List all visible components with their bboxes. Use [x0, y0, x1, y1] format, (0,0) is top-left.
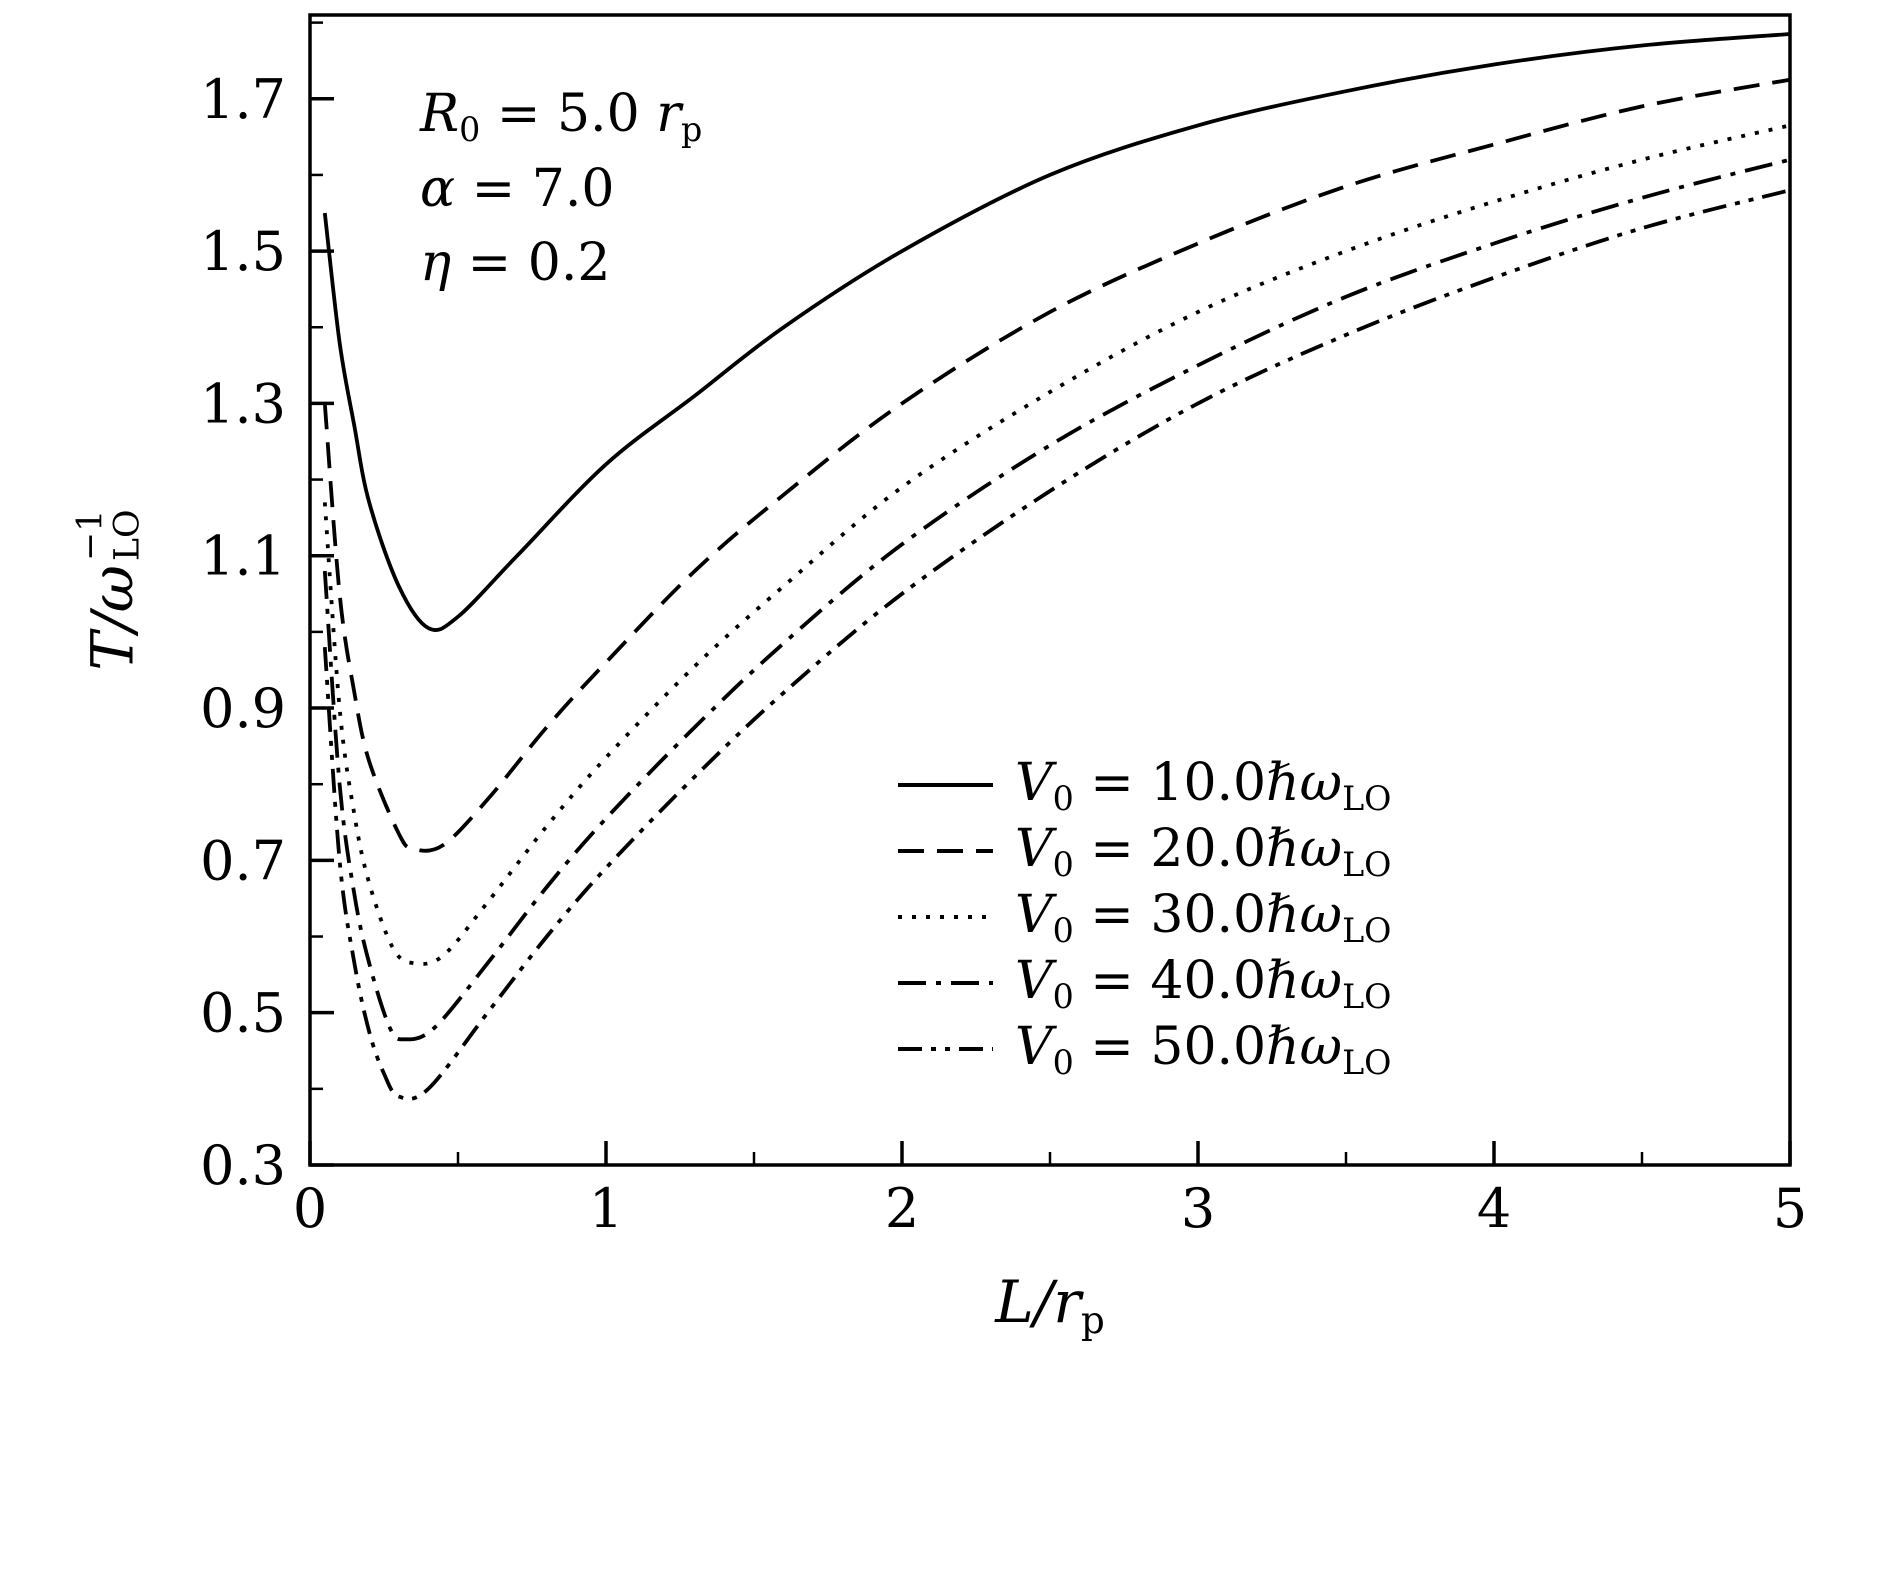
legend-label: V0 = 20.0ℏωLO: [1015, 819, 1391, 884]
text-part: V: [1015, 884, 1053, 945]
y-axis-label-scripts: −1 LO: [70, 509, 148, 562]
text-part: LO: [1342, 844, 1392, 884]
y-tick-label: 1.5: [200, 220, 286, 283]
text-part: = 10.0: [1073, 752, 1267, 813]
text-part: α: [420, 159, 456, 220]
text-part: = 50.0: [1073, 1016, 1267, 1077]
x-axis-label: L/rp: [995, 1268, 1105, 1342]
series-v30: [322, 123, 1791, 966]
legend-item-v50: V0 = 50.0ℏωLO: [898, 1016, 1391, 1082]
y-axis-label-sup: −1: [70, 509, 111, 562]
y-tick-label: 1.3: [200, 372, 286, 435]
text-part: LO: [1342, 1042, 1392, 1082]
y-tick-label: 0.7: [200, 829, 286, 892]
text-part: 0: [1052, 976, 1074, 1016]
text-part: = 5.0: [480, 84, 657, 144]
legend-line-sample: [898, 981, 993, 985]
legend-item-v30: V0 = 30.0ℏωLO: [898, 884, 1391, 950]
series-v50: [322, 188, 1791, 1101]
y-axis-label-main: T/ω: [78, 565, 146, 671]
text-part: η: [420, 233, 452, 294]
annotation-line: η = 0.2: [420, 227, 702, 301]
x-tick-label: 0: [293, 1177, 327, 1240]
text-part: LO: [1342, 976, 1392, 1016]
text-part: 0: [459, 109, 481, 149]
x-tick-label: 4: [1477, 1177, 1511, 1240]
text-part: = 7.0: [455, 159, 615, 220]
text-part: 0: [1052, 1042, 1074, 1082]
y-tick-label: 1.1: [200, 525, 286, 588]
text-part: = 30.0: [1073, 884, 1267, 945]
text-part: ℏω: [1266, 818, 1343, 879]
legend-item-v20: V0 = 20.0ℏωLO: [898, 818, 1391, 884]
text-part: ℏω: [1266, 950, 1343, 1011]
legend-line-sample: [898, 783, 993, 787]
text-part: V: [1015, 752, 1053, 813]
legend-label: V0 = 40.0ℏωLO: [1015, 951, 1391, 1016]
text-part: V: [1015, 818, 1053, 879]
legend-label: V0 = 30.0ℏωLO: [1015, 885, 1391, 950]
text-part: = 40.0: [1073, 950, 1267, 1011]
y-axis-label-sub: LO: [107, 509, 148, 562]
x-tick-label: 3: [1181, 1177, 1215, 1240]
text-part: LO: [1342, 910, 1392, 950]
annotation-line: R0 = 5.0 rp: [420, 78, 702, 153]
text-part: p: [681, 109, 703, 149]
legend-line-sample: [898, 849, 993, 853]
text-part: LO: [1342, 778, 1392, 818]
x-axis-label-main: L/r: [995, 1268, 1082, 1336]
text-part: ℏω: [1266, 884, 1343, 945]
legend-line-sample: [898, 1047, 993, 1051]
legend: V0 = 10.0ℏωLO V0 = 20.0ℏωLO V0 = 30.0ℏωLO V…: [898, 752, 1391, 1082]
x-axis-label-sub: p: [1081, 1299, 1105, 1343]
text-part: R: [420, 84, 460, 144]
x-tick-label: 1: [589, 1177, 623, 1240]
y-axis-label: T/ω −1 LO: [70, 509, 148, 671]
text-part: r: [656, 84, 682, 144]
text-part: = 20.0: [1073, 818, 1267, 879]
x-tick-label: 5: [1773, 1177, 1807, 1240]
legend-item-v40: V0 = 40.0ℏωLO: [898, 950, 1391, 1016]
legend-line-sample: [898, 915, 993, 919]
legend-label: V0 = 10.0ℏωLO: [1015, 753, 1391, 818]
series-v10: [322, 32, 1791, 633]
y-tick-label: 0.5: [200, 982, 286, 1045]
y-tick-label: 1.7: [200, 68, 286, 131]
text-part: V: [1015, 950, 1053, 1011]
y-tick-label: 0.9: [200, 677, 286, 740]
text-part: ℏω: [1266, 752, 1343, 813]
text-part: V: [1015, 1016, 1053, 1077]
text-part: 0: [1052, 778, 1074, 818]
annotation-line: α = 7.0: [420, 153, 702, 227]
text-part: = 0.2: [451, 233, 611, 294]
series-v40: [322, 157, 1791, 1042]
y-tick-label: 0.3: [200, 1134, 286, 1197]
legend-label: V0 = 50.0ℏωLO: [1015, 1017, 1391, 1082]
x-tick-label: 2: [885, 1177, 919, 1240]
text-part: 0: [1052, 844, 1074, 884]
parameter-annotations: R0 = 5.0 rp α = 7.0 η = 0.2: [420, 78, 702, 301]
text-part: 0: [1052, 910, 1074, 950]
series-v20: [322, 77, 1791, 853]
legend-item-v10: V0 = 10.0ℏωLO: [898, 752, 1391, 818]
text-part: ℏω: [1266, 1016, 1343, 1077]
